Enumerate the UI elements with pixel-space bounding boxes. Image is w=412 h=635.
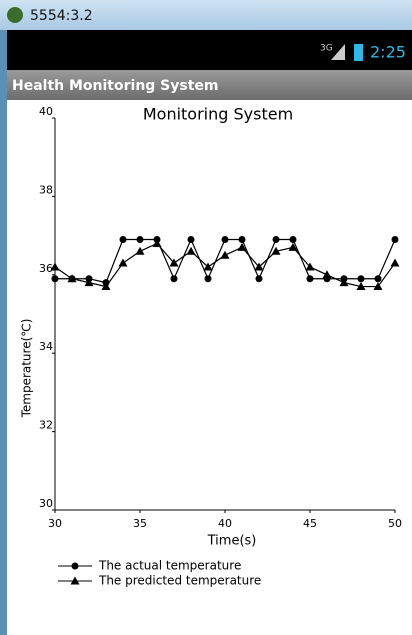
network-type: 3G <box>320 44 333 54</box>
point <box>307 275 314 282</box>
chart-title: Monitoring System <box>143 105 293 124</box>
point <box>358 275 365 282</box>
point <box>52 275 59 282</box>
legend-label: The predicted temperature <box>98 574 261 588</box>
point <box>188 236 195 243</box>
point <box>222 236 229 243</box>
y-tick-label: 30 <box>39 497 53 510</box>
x-axis-label: Time(s) <box>207 534 257 549</box>
screen: 5554:3.2 3G 2:25 Health Monitoring Syste… <box>0 0 412 635</box>
x-tick-label: 50 <box>388 517 402 530</box>
point <box>205 275 212 282</box>
x-tick-label: 30 <box>48 517 62 530</box>
x-tick-label: 40 <box>218 517 232 530</box>
legend-marker <box>72 563 79 570</box>
y-axis-label: Temperature(℃) <box>20 319 34 419</box>
point <box>120 236 127 243</box>
x-tick-label: 35 <box>133 517 147 530</box>
y-tick-label: 40 <box>39 105 53 118</box>
point <box>375 275 382 282</box>
point <box>137 236 144 243</box>
window-title: 5554:3.2 <box>30 8 93 24</box>
status-time: 2:25 <box>370 43 406 62</box>
x-tick-label: 45 <box>303 517 317 530</box>
status-bar <box>7 30 412 70</box>
point <box>273 236 280 243</box>
window-icon <box>7 7 23 23</box>
point <box>239 236 246 243</box>
point <box>392 236 399 243</box>
legend-label: The actual temperature <box>98 559 241 573</box>
point <box>171 275 178 282</box>
point <box>256 275 263 282</box>
point <box>290 236 297 243</box>
app-title: Health Monitoring System <box>12 78 219 94</box>
y-tick-label: 38 <box>39 183 53 196</box>
y-tick-label: 34 <box>39 340 53 353</box>
y-tick-label: 36 <box>39 262 53 275</box>
window-border <box>0 30 7 635</box>
y-tick-label: 32 <box>39 419 53 432</box>
battery-icon <box>354 44 363 61</box>
